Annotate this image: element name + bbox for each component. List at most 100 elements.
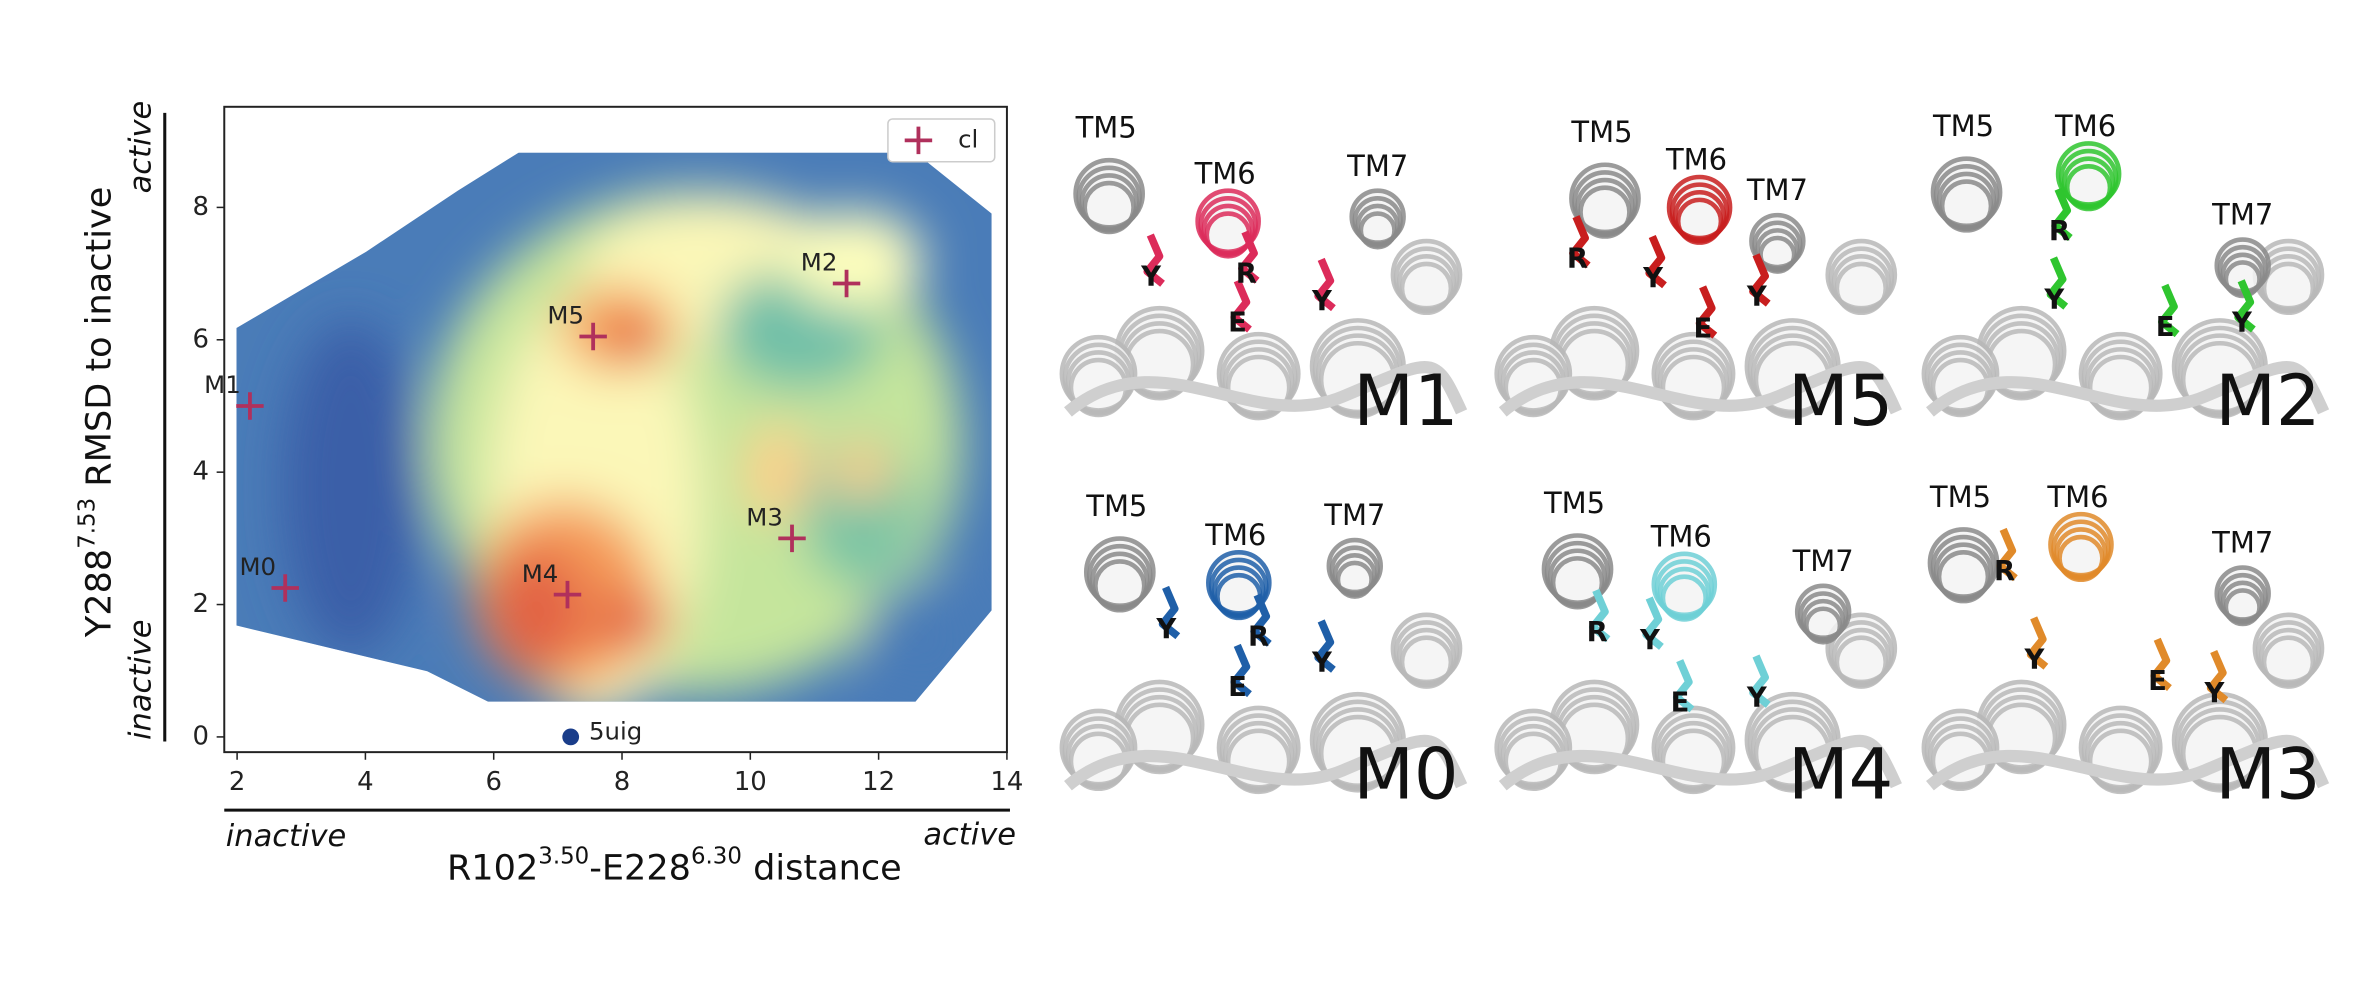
helix-ring [1399, 635, 1454, 689]
helix-ring [1939, 179, 1994, 233]
helix-label: TM5 [1075, 111, 1137, 145]
helix-ring [1225, 728, 1292, 795]
label-part: RMSD to inactive [79, 187, 120, 498]
structure-panel: TM5 TM6 TM7 R Y E Y M2 [1921, 106, 2330, 442]
label-part: Y288 [79, 549, 120, 638]
helix-ring [1335, 560, 1374, 599]
side-chain [2046, 256, 2069, 310]
label-part: distance [742, 848, 902, 889]
residue-label: R [1567, 243, 1588, 274]
y-tick-label: 8 [193, 192, 210, 222]
x-annotation: inactive [226, 819, 347, 854]
residue-label: Y [2024, 645, 2046, 676]
helix-label: TM6 [2046, 480, 2108, 514]
residue-label: R [1994, 556, 2015, 587]
helix-label: TM6 [2054, 109, 2116, 143]
residue-label: Y [1311, 648, 1333, 679]
point-label: M5 [547, 301, 584, 330]
helix-ring [1675, 197, 1724, 245]
residue-label: Y [1639, 625, 1661, 656]
y-tick-label: 0 [193, 721, 210, 751]
x-tick-label: 8 [614, 767, 631, 797]
helix-label: TM6 [1204, 518, 1266, 552]
point-label: M2 [801, 248, 838, 277]
cluster-marker [579, 322, 607, 351]
side-chain [1143, 233, 1165, 287]
x-tick-label: 4 [357, 767, 374, 797]
side-chain [2158, 283, 2180, 338]
y-tick-label: 4 [193, 457, 210, 487]
side-chain [1645, 234, 1667, 289]
residue-label: Y [1311, 286, 1333, 317]
helix-ring [1578, 185, 1632, 239]
panel-name: M3 [2215, 734, 2320, 816]
side-chain [1238, 230, 1260, 284]
panel-name: M5 [1788, 360, 1893, 442]
helix-ring [1550, 556, 1605, 610]
helix-label: TM7 [1346, 149, 1408, 183]
residue-label: R [1236, 259, 1257, 290]
structure-panel: TM5 TM6 TM7 Y RE Y M0 [1059, 480, 1468, 816]
x-tick-label: 10 [734, 767, 767, 797]
side-chain [2051, 187, 2073, 241]
helix-ring [1082, 180, 1136, 235]
panel-name: M4 [1788, 734, 1893, 816]
helix-ring [2223, 260, 2262, 299]
helix-ring [1834, 635, 1888, 689]
x-annotation: active [923, 818, 1016, 853]
structure-panel: TM5 TM6 TM7 Y RE Y M1 [1059, 106, 1468, 442]
cluster-marker [778, 524, 806, 553]
residue-label: Y [2204, 678, 2226, 709]
residue-label: R [2049, 216, 2070, 247]
helix-label: TM5 [1929, 480, 1991, 514]
cluster-marker [271, 574, 299, 602]
residue-label: Y [1642, 263, 1664, 294]
panel-name: M2 [2215, 360, 2320, 442]
helix-label: TM5 [1570, 115, 1632, 149]
x-tick-label: 2 [229, 767, 246, 797]
side-chain [2150, 637, 2172, 692]
helix-ring [1225, 354, 1292, 421]
point-label: M1 [204, 370, 241, 399]
ribbon [1064, 734, 1468, 791]
helix-label: TM5 [1543, 486, 1605, 520]
label-part: -E228 [589, 848, 691, 889]
ribbon [1498, 361, 1902, 417]
cluster-marker [553, 580, 582, 609]
residue-label: Y [2043, 285, 2065, 316]
side-chain [1996, 527, 2018, 582]
side-chain [1642, 596, 1664, 650]
helix-label: TM7 [2211, 526, 2273, 560]
helix-ring [1399, 261, 1454, 316]
side-chain [2206, 649, 2229, 704]
side-chain [1672, 659, 1695, 713]
residue-label: Y [1155, 614, 1177, 645]
structure-marker [562, 728, 580, 746]
side-chain [1314, 257, 1336, 312]
side-chain [1314, 619, 1336, 673]
label-part: R102 [447, 848, 538, 889]
x-tick-label: 14 [990, 767, 1023, 797]
side-chain [1230, 279, 1252, 333]
side-chain [2234, 279, 2256, 333]
helix-label: TM7 [1746, 173, 1808, 207]
side-chain [1158, 585, 1181, 640]
helix-label: TM5 [1932, 109, 1994, 143]
helix-ring [2057, 534, 2105, 583]
side-chain [1749, 253, 1771, 307]
helix-ring [2223, 588, 2262, 627]
residue-label: E [1228, 672, 1247, 703]
helix-label: TM5 [1085, 489, 1147, 523]
residue-label: E [1671, 687, 1690, 718]
helix-ring [2087, 728, 2154, 795]
y-annotation: inactive [123, 619, 158, 740]
side-chain [1250, 593, 1272, 647]
residue-label: Y [1746, 282, 1768, 313]
ribbon [1926, 734, 2330, 791]
helix-ring [2087, 354, 2154, 421]
residue-label: Y [1746, 683, 1768, 714]
point-label: M0 [239, 552, 276, 581]
panel-name: M0 [1353, 734, 1458, 816]
plot-frame [223, 105, 1008, 754]
